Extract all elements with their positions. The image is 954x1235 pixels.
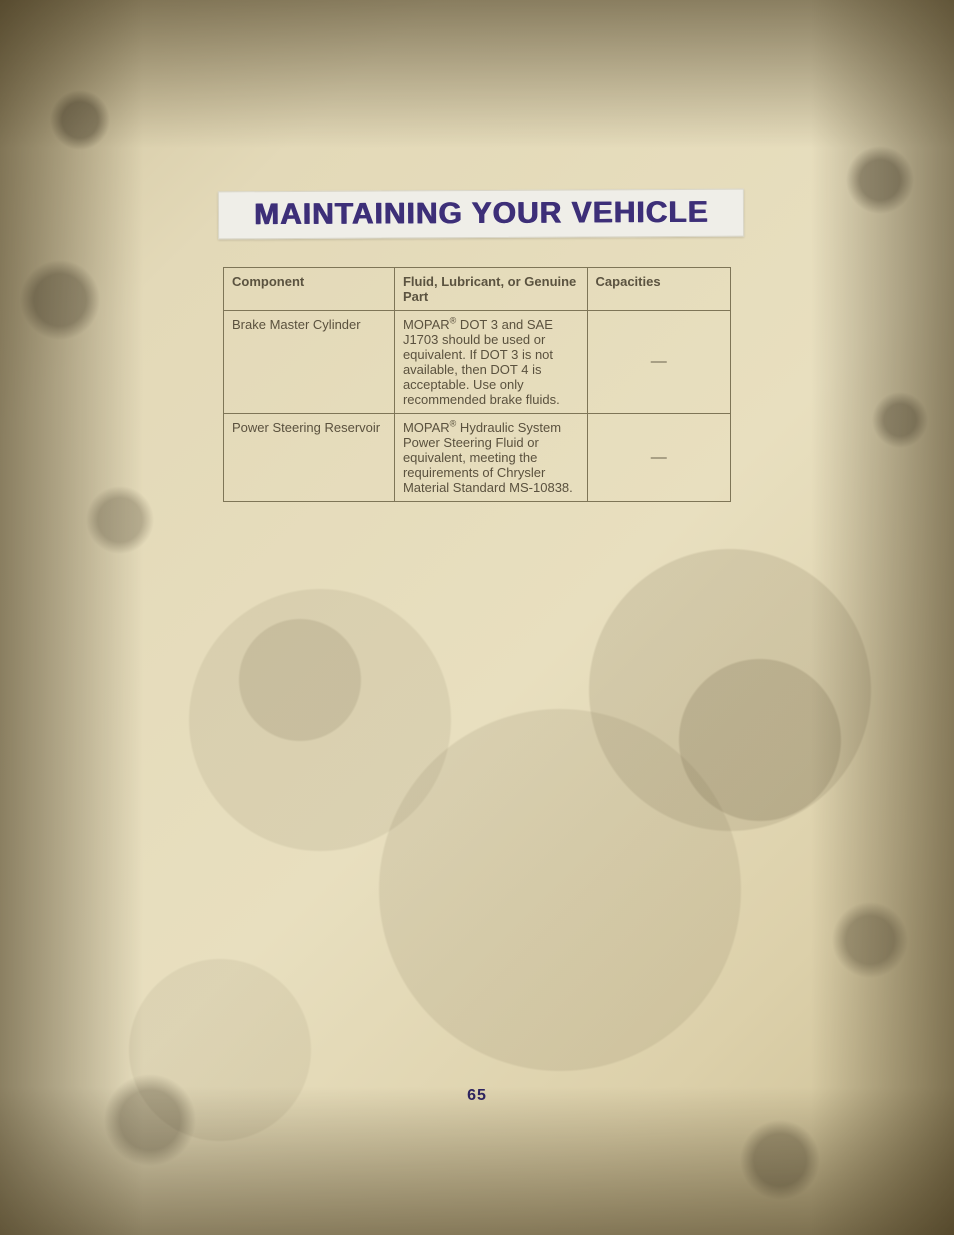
page-number: 65 bbox=[0, 1087, 954, 1105]
cell-capacities: — bbox=[587, 311, 730, 414]
table-row: Brake Master Cylinder MOPAR® DOT 3 and S… bbox=[224, 311, 731, 414]
cell-capacities: — bbox=[587, 414, 730, 502]
col-fluid-header: Fluid, Lubricant, or Genuine Part bbox=[394, 268, 587, 311]
page-title: MAINTAINING YOUR VEHICLE bbox=[254, 196, 709, 232]
cell-component: Power Steering Reservoir bbox=[224, 414, 395, 502]
cell-fluid: MOPAR® Hydraulic System Power Steering F… bbox=[394, 414, 587, 502]
table-body: Brake Master Cylinder MOPAR® DOT 3 and S… bbox=[224, 311, 731, 502]
document-page: MAINTAINING YOUR VEHICLE Component Fluid… bbox=[0, 0, 954, 1235]
cell-fluid: MOPAR® DOT 3 and SAE J1703 should be use… bbox=[394, 311, 587, 414]
page-title-strip: MAINTAINING YOUR VEHICLE bbox=[218, 189, 744, 240]
table-header: Component Fluid, Lubricant, or Genuine P… bbox=[224, 268, 731, 311]
table-row: Power Steering Reservoir MOPAR® Hydrauli… bbox=[224, 414, 731, 502]
col-component-header: Component bbox=[224, 268, 395, 311]
fluids-table: Component Fluid, Lubricant, or Genuine P… bbox=[223, 267, 731, 502]
table-header-row: Component Fluid, Lubricant, or Genuine P… bbox=[224, 268, 731, 311]
col-capacities-header: Capacities bbox=[587, 268, 730, 311]
cell-component: Brake Master Cylinder bbox=[224, 311, 395, 414]
